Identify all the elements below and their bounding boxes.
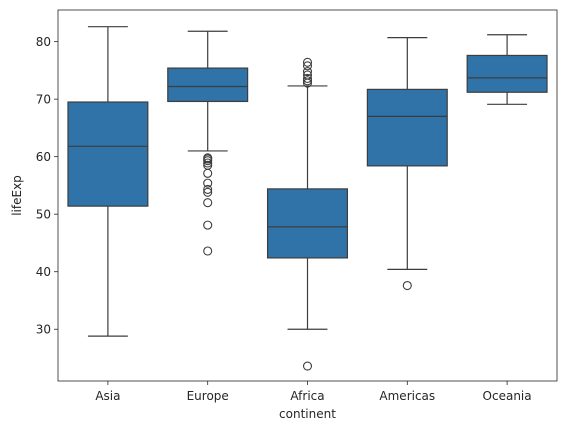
box-americas	[366, 37, 448, 291]
outlier-point	[203, 158, 213, 168]
x-tick-label: Asia	[95, 389, 120, 403]
outlier-point	[203, 156, 213, 166]
x-axis: Asia Europe Africa Americas Oceania	[95, 381, 532, 403]
plot-frame	[57, 9, 558, 382]
box-asia	[67, 26, 149, 337]
iqr-box	[67, 101, 149, 207]
outlier-point	[203, 220, 213, 230]
y-axis: 30 40 50 60 70 80	[36, 35, 58, 337]
y-tick-label: 50	[36, 208, 51, 222]
y-tick-label: 30	[36, 323, 51, 337]
x-tick-label: Americas	[379, 389, 435, 403]
y-axis-label: lifeExp	[10, 175, 24, 216]
box-oceania	[466, 34, 548, 105]
iqr-box	[266, 188, 349, 259]
iqr-box	[167, 67, 249, 103]
iqr-box	[466, 54, 548, 93]
box-europe	[167, 30, 249, 256]
outlier-point	[203, 187, 213, 197]
x-tick-label: Europe	[187, 389, 229, 403]
x-axis-label: continent	[279, 407, 336, 421]
y-tick-label: 80	[36, 35, 51, 49]
y-tick-label: 70	[36, 93, 51, 107]
outlier-point	[203, 178, 213, 188]
outlier-point	[302, 66, 313, 77]
outlier-point	[203, 246, 213, 256]
box-series	[67, 26, 548, 371]
outlier-point	[302, 361, 313, 371]
outlier-point	[203, 168, 213, 178]
outlier-point	[302, 57, 313, 67]
y-tick-label: 60	[36, 150, 51, 164]
box-africa	[266, 57, 349, 371]
outlier-point	[203, 184, 213, 195]
outlier-point	[302, 61, 313, 71]
outlier-point	[402, 280, 412, 291]
x-tick-label: Africa	[290, 389, 324, 403]
outlier-point	[203, 198, 213, 208]
y-tick-label: 40	[36, 265, 51, 279]
outlier-point	[302, 73, 313, 83]
x-tick-label: Oceania	[483, 389, 532, 403]
outlier-point	[302, 76, 313, 86]
outlier-point	[302, 78, 313, 88]
iqr-box	[366, 88, 448, 167]
